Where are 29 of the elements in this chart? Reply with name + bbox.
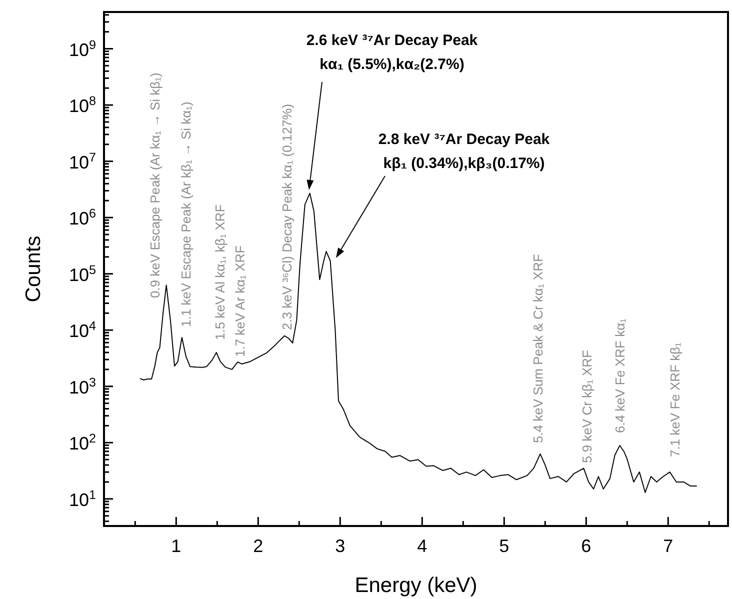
y-axis-title: Counts	[22, 236, 45, 302]
annotation: 5.4 keV Sum Peak & Cr kα₁ XRF	[530, 254, 546, 443]
y-tick-label: 10$^{4}$	[68, 319, 96, 342]
annotation: 1.1 keV Escape Peak (Ar kβ₁ → Si kα₁)	[178, 102, 194, 327]
y-tick-label: 10$^{6}$	[68, 206, 96, 229]
annotation: 6.4 keV Fe XRF kα₁	[612, 318, 628, 433]
x-tick-label: 3	[335, 536, 346, 556]
annotation: 7.1 keV Fe XRF kβ₁	[668, 342, 682, 457]
y-tick-label: 10$^{2}$	[68, 432, 96, 454]
y-tick-label: 10$^{9}$	[68, 38, 96, 60]
x-tick-label: 7	[663, 536, 674, 556]
x-tick-label: 4	[417, 536, 428, 556]
annotation: 5.9 keV Cr kβ₁ XRF	[580, 350, 594, 463]
y-tick-label: 10$^{8}$	[68, 94, 96, 116]
y-tick-label: 10$^{3}$	[68, 375, 96, 398]
annotation: 1.7 keV Ar kα₁ XRF	[232, 245, 248, 357]
annotation: 1.5 keV Al kα₁, kβ₁ XRF	[212, 204, 228, 340]
x-tick-label: 6	[581, 536, 592, 556]
x-tick-label: 5	[499, 536, 510, 556]
x-tick-label: 2	[253, 536, 264, 556]
annotation: 2.3 keV ³⁶Cl) Decay Peak kα₁ (0.127%)	[280, 104, 294, 330]
x-tick-label: 1	[171, 536, 182, 556]
annotation: 2.8 keV ³⁷Ar Decay Peak kβ₁ (0.34%),kβ₃(0.17%)	[378, 131, 550, 172]
y-tick-label: 10$^{1}$	[68, 488, 96, 510]
y-tick-label: 10$^{7}$	[68, 150, 96, 172]
annotation: 2.6 keV ³⁷Ar Decay Peak kα₁ (5.5%),kα₂(2.7%)	[306, 32, 478, 73]
annotation: 0.9 keV Escape Peak (Ar kα₁ → Si kβ₁)	[148, 72, 162, 298]
y-tick-label: 10$^{5}$	[68, 262, 96, 285]
x-axis-title: Energy (keV)	[354, 574, 478, 597]
